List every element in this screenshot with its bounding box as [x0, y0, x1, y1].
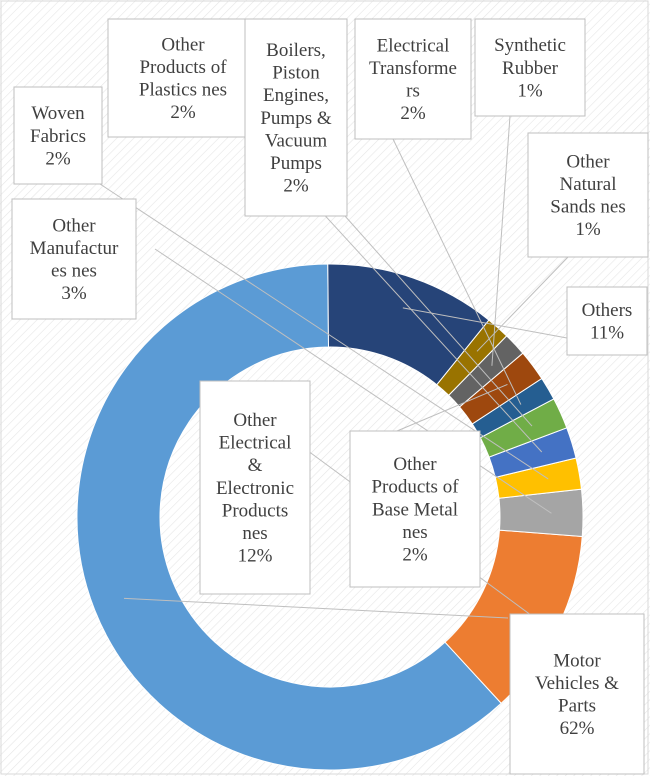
data-label-8-line-1: Rubber — [502, 58, 559, 79]
data-label-4-line-1: Products of — [139, 57, 227, 78]
data-label-6-line-1: Transforme — [369, 58, 457, 79]
data-label-10-line-0: Others — [582, 300, 633, 321]
data-label-6-line-3: 2% — [400, 103, 426, 124]
data-label-3-line-1: Fabrics — [30, 126, 86, 147]
data-label-2-line-1: Manufactur — [30, 238, 119, 259]
data-label-2-line-2: es nes — [51, 261, 97, 282]
data-label-7-line-4: 2% — [402, 545, 428, 566]
data-label-1-line-0: Other — [233, 410, 277, 431]
data-label-1-line-3: Electronic — [216, 478, 294, 499]
data-label-9-line-1: Natural — [560, 174, 617, 195]
data-label-8-line-0: Synthetic — [494, 35, 566, 56]
data-label-5-line-6: 2% — [283, 176, 309, 197]
data-label-1-line-5: nes — [242, 523, 267, 544]
data-label-0-line-3: 62% — [560, 718, 595, 739]
data-label-5-line-5: Pumps — [270, 153, 322, 174]
data-label-4-line-3: 2% — [170, 102, 196, 123]
data-label-0-line-2: Parts — [558, 696, 596, 717]
data-label-7-line-2: Base Metal — [372, 499, 458, 520]
data-label-9-line-2: Sands nes — [550, 197, 625, 218]
data-label-2-line-0: Other — [52, 215, 96, 236]
data-label-0-line-0: Motor — [553, 650, 601, 671]
data-label-10-line-1: 11% — [590, 323, 624, 344]
data-label-7-line-1: Products of — [371, 477, 459, 498]
data-label-5-line-1: Piston — [272, 63, 320, 84]
data-label-9-line-3: 1% — [575, 219, 601, 240]
data-label-5-line-0: Boilers, — [266, 40, 326, 61]
data-label-5-line-3: Pumps & — [260, 108, 331, 129]
data-label-3-line-0: Woven — [31, 103, 85, 124]
data-label-4-line-2: Plastics nes — [139, 80, 227, 101]
data-label-8-line-2: 1% — [517, 80, 543, 101]
data-label-7-line-0: Other — [393, 454, 437, 475]
data-label-1-line-1: Electrical — [219, 433, 292, 454]
data-label-5-line-4: Vacuum — [265, 130, 327, 151]
data-label-4-line-0: Other — [161, 34, 205, 55]
data-label-1-line-2: & — [248, 455, 263, 476]
data-label-1-line-4: Products — [222, 500, 289, 521]
data-label-6-line-2: rs — [406, 81, 420, 102]
data-label-5-line-2: Engines, — [263, 85, 329, 106]
data-label-0-line-1: Vehicles & — [535, 673, 619, 694]
data-label-1-line-6: 12% — [238, 546, 273, 567]
data-label-2-line-3: 3% — [61, 283, 87, 304]
data-label-6-line-0: Electrical — [377, 35, 450, 56]
data-label-7-line-3: nes — [402, 522, 427, 543]
data-label-9-line-0: Other — [566, 151, 610, 172]
data-label-3-line-2: 2% — [45, 148, 71, 169]
